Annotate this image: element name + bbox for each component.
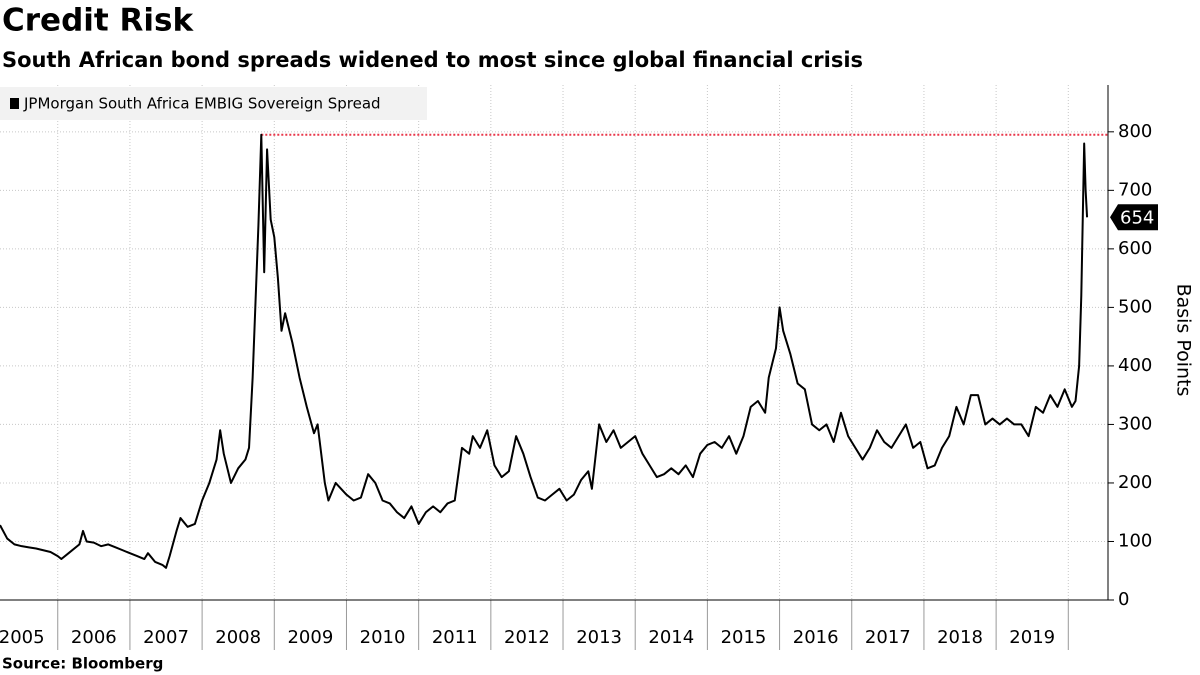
y-axis-label: Basis Points <box>1173 284 1195 397</box>
chart-title: Credit Risk <box>2 3 194 39</box>
legend-box <box>0 87 427 120</box>
x-tick-label: 2017 <box>865 627 911 648</box>
y-tick-label: 600 <box>1118 238 1152 259</box>
x-tick-label: 2006 <box>71 627 117 648</box>
source: Source: Bloomberg <box>2 655 163 673</box>
y-tick-label: 800 <box>1118 121 1152 142</box>
y-tick-label: 0 <box>1118 589 1129 610</box>
x-tick-label: 2011 <box>432 627 478 648</box>
last-value-flag <box>1110 204 1158 231</box>
y-tick-label: 500 <box>1118 296 1152 317</box>
x-tick-label: 2005 <box>0 627 45 648</box>
x-tick-label: 2019 <box>1009 627 1055 648</box>
last-value-label: 654 <box>1120 207 1154 228</box>
x-tick-label: 2016 <box>793 627 839 648</box>
legend-swatch <box>10 98 19 109</box>
x-tick-label: 2008 <box>215 627 261 648</box>
x-tick-label: 2010 <box>360 627 406 648</box>
chart-subtitle: South African bond spreads widened to mo… <box>2 48 863 72</box>
x-tick-label: 2013 <box>576 627 622 648</box>
x-tick-label: 2018 <box>937 627 983 648</box>
legend-label: JPMorgan South Africa EMBIG Sovereign Sp… <box>23 95 381 113</box>
x-tick-label: 2012 <box>504 627 550 648</box>
x-tick-label: 2007 <box>143 627 189 648</box>
y-tick-label: 400 <box>1118 355 1152 376</box>
y-tick-label: 100 <box>1118 530 1152 551</box>
x-tick-label: 2009 <box>287 627 333 648</box>
series-line <box>0 133 1089 569</box>
y-tick-label: 200 <box>1118 472 1152 493</box>
y-tick-label: 300 <box>1118 413 1152 434</box>
x-tick-label: 2015 <box>721 627 767 648</box>
x-tick-label: 2014 <box>648 627 694 648</box>
y-tick-label: 700 <box>1118 179 1152 200</box>
